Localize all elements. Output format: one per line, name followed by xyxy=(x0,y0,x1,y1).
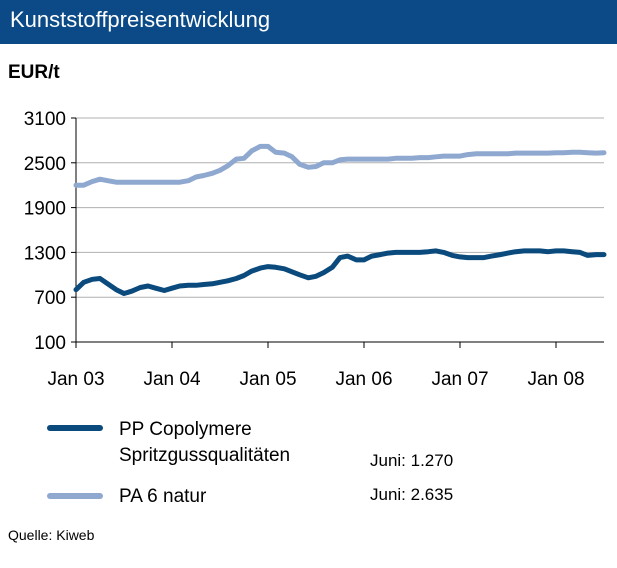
y-tick-label: 700 xyxy=(34,288,66,309)
y-axis-unit: EUR/t xyxy=(8,62,60,83)
y-tick-label: 100 xyxy=(34,333,66,354)
legend-value-pa: Juni: 2.635 xyxy=(370,485,454,504)
legend-swatch-pp xyxy=(47,425,103,431)
legend-label-pa: PA 6 natur xyxy=(119,486,207,507)
y-tick-label: 3100 xyxy=(24,109,66,130)
x-tick-label: Jan 07 xyxy=(431,369,488,390)
x-tick-label: Jan 05 xyxy=(239,369,296,390)
x-tick-label: Jan 08 xyxy=(527,369,584,390)
legend-label-pp-line1: PP Copolymere xyxy=(119,419,252,440)
x-tick-label: Jan 06 xyxy=(335,369,392,390)
y-tick-label: 1900 xyxy=(24,199,66,220)
x-tick-label: Jan 03 xyxy=(47,369,104,390)
label-layer: 100 700 1300 1900 2500 3100 Jan 03 Jan 04 Jan 05… xyxy=(24,109,585,390)
source-note: Quelle: Kiweb xyxy=(8,527,95,543)
y-tick-label: 2500 xyxy=(24,154,66,175)
legend-label-pp-line2: Spritzgussqualitäten xyxy=(119,445,291,466)
series-layer xyxy=(73,143,607,296)
line-chart: 100 700 1300 1900 2500 3100 Jan 03 Jan 04 Jan 05… xyxy=(24,109,607,390)
y-tick-label: 1300 xyxy=(24,243,66,264)
x-tick-label: Jan 04 xyxy=(143,369,200,390)
legend-value-pp: Juni: 1.270 xyxy=(370,451,454,470)
legend-swatch-pa xyxy=(47,493,103,499)
series-line xyxy=(73,248,607,296)
page-title: Kunststoffpreisentwicklung xyxy=(10,7,271,32)
series-line xyxy=(73,143,607,188)
axis-layer xyxy=(71,117,604,348)
header-bar: Kunststoffpreisentwicklung xyxy=(0,0,617,44)
